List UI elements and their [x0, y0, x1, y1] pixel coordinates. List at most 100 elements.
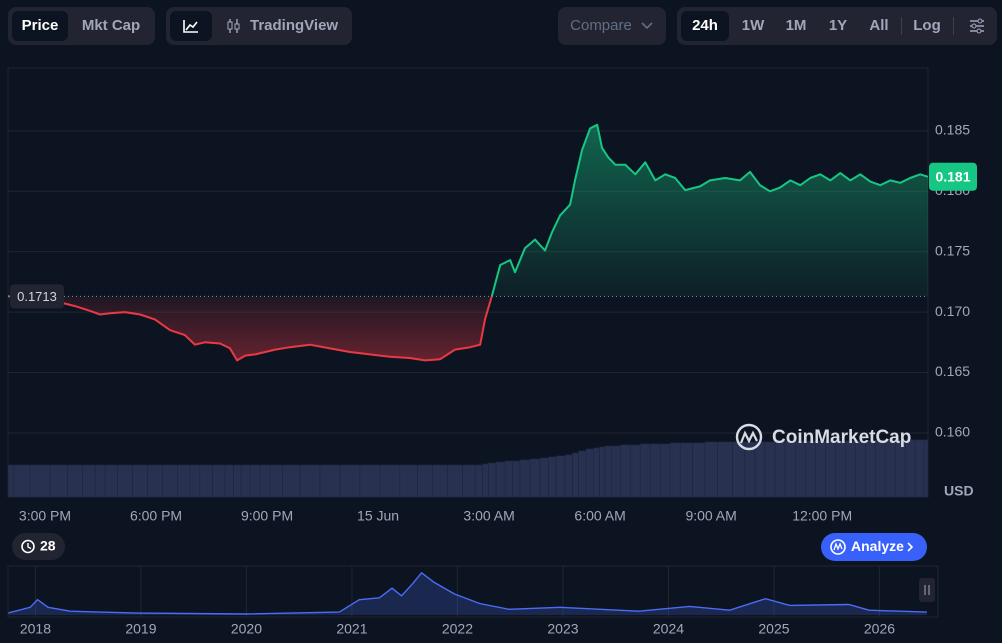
volume-bar — [659, 443, 671, 498]
volume-bar — [704, 441, 718, 498]
volume-bar — [754, 441, 766, 498]
x-tick-label: 3:00 AM — [463, 508, 514, 524]
volume-bar — [432, 464, 448, 498]
analyze-label: Analyze — [851, 538, 904, 554]
range-all[interactable]: All — [869, 17, 889, 34]
volume-bar — [147, 464, 163, 498]
volume-bar — [593, 447, 600, 498]
volume-bar — [649, 443, 661, 498]
volume-bar — [49, 464, 68, 498]
volume-bar — [299, 464, 321, 498]
volume-bar — [805, 440, 816, 498]
navigator-year-label: 2023 — [547, 621, 578, 637]
log-toggle[interactable]: Log — [913, 17, 941, 34]
volume-bar — [639, 443, 651, 498]
volume-bar — [744, 441, 756, 498]
volume-bar — [864, 440, 876, 498]
last-price-badge — [929, 162, 977, 191]
navigator-year-label: 2026 — [864, 621, 895, 637]
volume-bar — [224, 464, 234, 498]
volume-bar — [904, 439, 916, 498]
x-tick-label: 9:00 AM — [685, 508, 736, 524]
volume-bar — [94, 464, 106, 498]
volume-bar — [474, 464, 483, 498]
range-1w[interactable]: 1W — [741, 17, 765, 34]
volume-bar — [732, 441, 746, 498]
navigator-year-label: 2018 — [20, 621, 51, 637]
separator — [953, 17, 954, 35]
volume-bar — [825, 440, 836, 498]
candle-icon — [227, 19, 240, 33]
x-tick-label: 6:00 PM — [130, 508, 182, 524]
volume-bar — [539, 457, 549, 498]
volume-bar — [874, 439, 886, 498]
volume-bar — [784, 440, 796, 498]
navigator-year-label: 2024 — [653, 621, 684, 637]
volume-bar — [212, 464, 226, 498]
volume-bar — [7, 464, 15, 498]
volume-bar — [914, 439, 925, 498]
settings-button[interactable] — [963, 11, 991, 41]
volume-bar — [923, 439, 929, 498]
x-tick-label: 9:00 PM — [241, 508, 293, 524]
volume-bar — [669, 442, 681, 498]
volume-bar — [599, 446, 606, 498]
compare-dropdown[interactable]: Compare — [558, 7, 666, 45]
line-style-button[interactable] — [170, 11, 212, 41]
tradingview-label: TradingView — [250, 17, 339, 34]
navigator-handle[interactable] — [919, 578, 935, 602]
volume-bar — [82, 464, 96, 498]
volume-bar — [519, 459, 531, 498]
chevron-icon — [641, 22, 653, 30]
mktcap-tab[interactable]: Mkt Cap — [81, 17, 141, 34]
navigator-area — [8, 572, 927, 615]
volume-bar — [512, 460, 521, 498]
volume-bar — [399, 464, 418, 498]
range-1m[interactable]: 1M — [785, 17, 807, 34]
reference-badge — [10, 284, 64, 309]
volume-bar — [529, 458, 541, 498]
watermark-text: CoinMarketCap — [772, 427, 911, 448]
volume-bar — [29, 464, 51, 498]
volume-bar — [177, 464, 191, 498]
alerts-count: 28 — [40, 538, 56, 554]
volume-bar — [269, 464, 283, 498]
volume-bar — [692, 442, 706, 498]
volume-bar — [417, 464, 433, 498]
volume-bar — [585, 448, 594, 498]
price-tab[interactable]: Price — [12, 11, 68, 41]
volume-bar — [240, 464, 251, 498]
volume-bar — [795, 440, 806, 498]
volume-bar — [884, 439, 896, 498]
volume-bar — [259, 464, 271, 498]
y-tick-label: 0.165 — [935, 363, 970, 379]
currency-label: USD — [944, 483, 974, 499]
area-fill — [8, 124, 928, 361]
navigator-year-label: 2020 — [231, 621, 262, 637]
range-24h[interactable]: 24h — [681, 11, 729, 41]
settings-icon — [970, 18, 984, 34]
volume-bar — [359, 464, 381, 498]
volume-bar — [555, 455, 566, 498]
volume-bar — [67, 464, 83, 498]
x-tick-label: 6:00 AM — [574, 508, 625, 524]
volume-bar — [504, 460, 513, 498]
volume-bar — [482, 463, 489, 498]
navigator-year-label: 2022 — [442, 621, 473, 637]
alerts-badge[interactable]: 28 — [12, 533, 65, 560]
view-toggle: Price Mkt Cap — [8, 7, 155, 45]
range-1y[interactable]: 1Y — [828, 17, 848, 34]
y-tick-label: 0.175 — [935, 242, 970, 258]
tradingview-button[interactable]: TradingView — [224, 11, 348, 41]
analyze-button[interactable]: Analyze — [821, 533, 927, 561]
y-tick-label: 0.160 — [935, 424, 970, 440]
volume-bar — [339, 464, 361, 498]
volume-bar — [572, 452, 579, 498]
volume-bar — [282, 464, 301, 498]
volume-bar — [319, 464, 341, 498]
reference-label: 0.1713 — [17, 289, 57, 304]
volume-bar — [764, 441, 776, 498]
volume-bar — [189, 464, 201, 498]
navigator-frame — [7, 565, 939, 618]
